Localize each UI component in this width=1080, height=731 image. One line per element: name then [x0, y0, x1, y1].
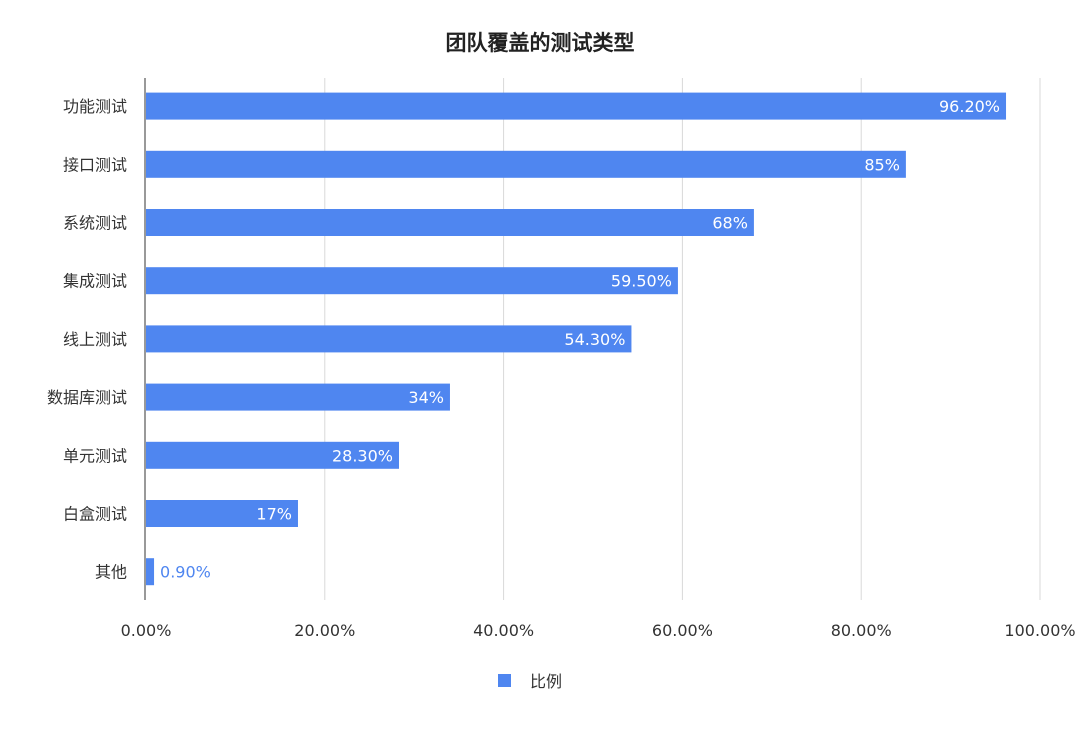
data-label: 85% [864, 155, 900, 174]
data-label: 68% [712, 214, 748, 233]
bar[interactable] [146, 441, 400, 469]
data-label: 28.30% [332, 446, 393, 465]
x-tick-label: 80.00% [831, 621, 892, 640]
bar[interactable] [146, 150, 906, 178]
category-label: 接口测试 [63, 155, 127, 174]
category-label: 白盒测试 [63, 505, 127, 524]
bar[interactable] [146, 383, 450, 411]
legend-swatch[interactable] [498, 674, 511, 687]
category-label: 其他 [95, 563, 127, 582]
value-axis: 0.00% 20.00% 40.00% 60.00% 80.00% 100.00% [121, 621, 1076, 640]
category-label: 集成测试 [63, 272, 127, 291]
bar[interactable] [146, 558, 155, 586]
x-tick-label: 40.00% [473, 621, 534, 640]
data-label: 54.30% [564, 330, 625, 349]
bar[interactable] [146, 325, 632, 353]
x-tick-label: 100.00% [1004, 621, 1075, 640]
x-tick-label: 60.00% [652, 621, 713, 640]
data-label: 0.90% [160, 563, 211, 582]
x-tick-label: 0.00% [121, 621, 172, 640]
legend[interactable]: 比例 [498, 672, 562, 691]
bar[interactable] [146, 267, 678, 295]
category-label: 数据库测试 [47, 388, 127, 407]
chart-title: 团队覆盖的测试类型 [446, 31, 635, 55]
data-label: 34% [408, 388, 444, 407]
category-label: 功能测试 [63, 97, 127, 116]
legend-label[interactable]: 比例 [530, 672, 562, 691]
data-label: 59.50% [611, 272, 672, 291]
data-label: 17% [256, 505, 292, 524]
category-label: 系统测试 [63, 214, 127, 233]
category-label: 线上测试 [63, 330, 127, 349]
bar[interactable] [146, 500, 298, 527]
bar[interactable] [146, 209, 754, 236]
x-tick-label: 20.00% [294, 621, 355, 640]
data-label: 96.20% [939, 97, 1000, 116]
category-label: 单元测试 [63, 446, 127, 465]
bar[interactable] [146, 92, 1007, 120]
bar-series: 96.20% 85% 68% 59.50% 54.30% 34% 28.30% 17% 0.90… [146, 92, 1007, 586]
